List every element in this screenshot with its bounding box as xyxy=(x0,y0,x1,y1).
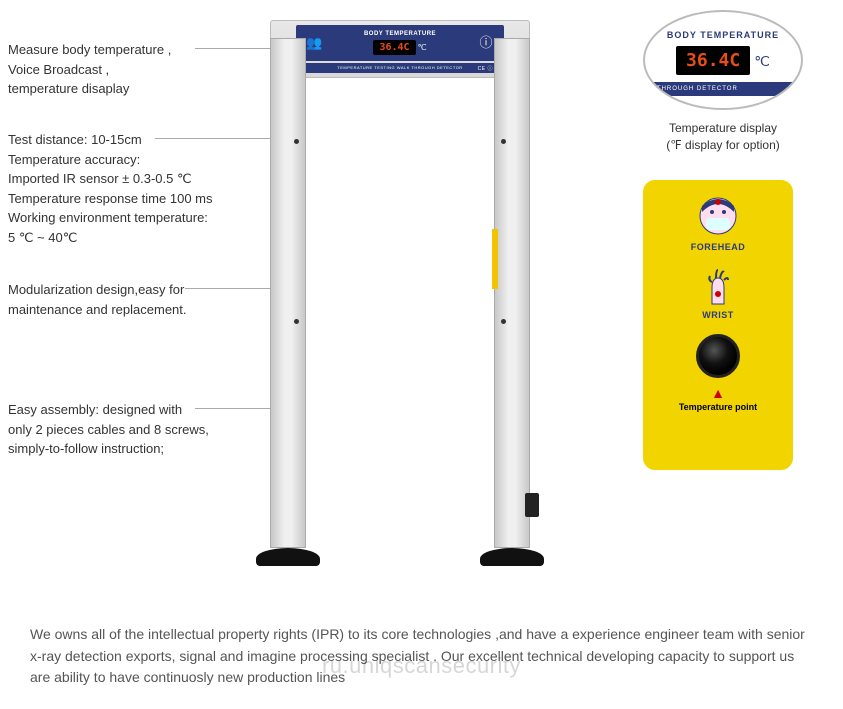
ce-mark: CE ⓘ xyxy=(478,64,493,74)
gate-pillar-right xyxy=(494,38,530,548)
forehead-label: FOREHEAD xyxy=(651,242,785,252)
header-panel: 👥 BODY TEMPERATURE 36.4C℃ ⓘ xyxy=(296,25,504,61)
annotation-assembly: Easy assembly: designed with only 2 piec… xyxy=(8,400,209,459)
header-substrip: TEMPERATURE TESTING WALK THROUGH DETECTO… xyxy=(299,63,501,73)
wrist-label: WRIST xyxy=(651,310,785,320)
gate-header: 👥 BODY TEMPERATURE 36.4C℃ ⓘ TEMPERATURE … xyxy=(270,20,530,78)
annotation-modular: Modularization design,easy for maintenan… xyxy=(8,280,187,319)
gate-foot-right xyxy=(480,548,544,566)
zoom-unit: ℃ xyxy=(754,53,770,69)
description-paragraph: We owns all of the intellectual property… xyxy=(30,624,813,689)
zoom-detail: BODY TEMPERATURE 36.4C℃ LK THROUGH DETEC… xyxy=(643,10,803,110)
info-icon: ⓘ xyxy=(478,35,494,51)
person-icon: 👥 xyxy=(306,35,322,51)
annotation-specs: Test distance: 10-15cm Temperature accur… xyxy=(8,130,212,247)
side-module xyxy=(525,493,539,517)
temperature-unit: ℃ xyxy=(418,43,427,52)
zoom-lcd: 36.4C xyxy=(676,46,750,75)
gate-pillar-left xyxy=(270,38,306,548)
forehead-icon xyxy=(696,194,740,238)
zoom-caption: Temperature display (℉ display for optio… xyxy=(643,120,803,154)
gate-foot-left xyxy=(256,548,320,566)
sensor-strip xyxy=(492,229,498,289)
temperature-lcd: 36.4C xyxy=(373,40,415,55)
instruction-panel: FOREHEAD WRIST ▲ Temperature point xyxy=(643,180,793,470)
temperature-point-label: Temperature point xyxy=(651,402,785,412)
up-arrow-icon: ▲ xyxy=(651,386,785,400)
zoom-substrip: LK THROUGH DETECTOR xyxy=(645,82,801,96)
header-title: BODY TEMPERATURE xyxy=(364,31,436,37)
annotation-features: Measure body temperature , Voice Broadca… xyxy=(8,40,171,99)
sensor-lens-icon xyxy=(696,334,740,378)
walk-through-detector: 👥 BODY TEMPERATURE 36.4C℃ ⓘ TEMPERATURE … xyxy=(270,20,530,560)
wrist-icon xyxy=(698,266,738,306)
zoom-title: BODY TEMPERATURE xyxy=(655,30,791,40)
